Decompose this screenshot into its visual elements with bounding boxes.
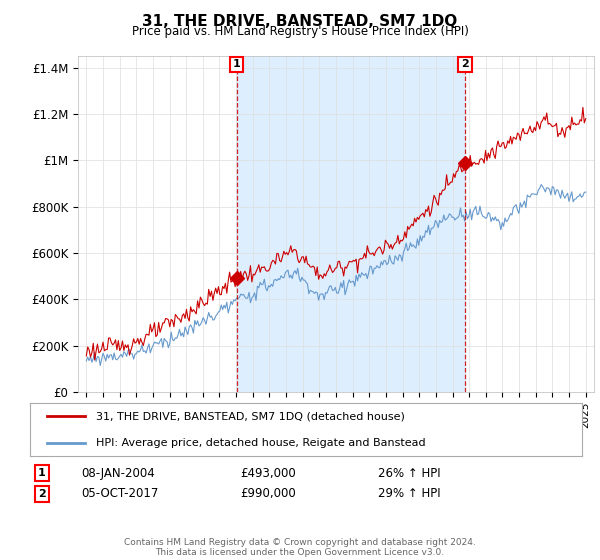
Text: 1: 1	[233, 59, 241, 69]
Text: 2: 2	[38, 489, 46, 499]
Text: 31, THE DRIVE, BANSTEAD, SM7 1DQ (detached house): 31, THE DRIVE, BANSTEAD, SM7 1DQ (detach…	[96, 412, 405, 422]
Text: Price paid vs. HM Land Registry's House Price Index (HPI): Price paid vs. HM Land Registry's House …	[131, 25, 469, 38]
Text: £990,000: £990,000	[240, 487, 296, 501]
Bar	[237, 56, 465, 392]
Text: 08-JAN-2004: 08-JAN-2004	[81, 466, 155, 480]
Text: 26% ↑ HPI: 26% ↑ HPI	[378, 466, 440, 480]
Text: 29% ↑ HPI: 29% ↑ HPI	[378, 487, 440, 501]
Text: £493,000: £493,000	[240, 466, 296, 480]
Text: 1: 1	[38, 468, 46, 478]
Text: HPI: Average price, detached house, Reigate and Banstead: HPI: Average price, detached house, Reig…	[96, 438, 426, 448]
Text: 2: 2	[461, 59, 469, 69]
Text: 31, THE DRIVE, BANSTEAD, SM7 1DQ: 31, THE DRIVE, BANSTEAD, SM7 1DQ	[142, 14, 458, 29]
Text: Contains HM Land Registry data © Crown copyright and database right 2024.
This d: Contains HM Land Registry data © Crown c…	[124, 538, 476, 557]
Text: 05-OCT-2017: 05-OCT-2017	[81, 487, 158, 501]
